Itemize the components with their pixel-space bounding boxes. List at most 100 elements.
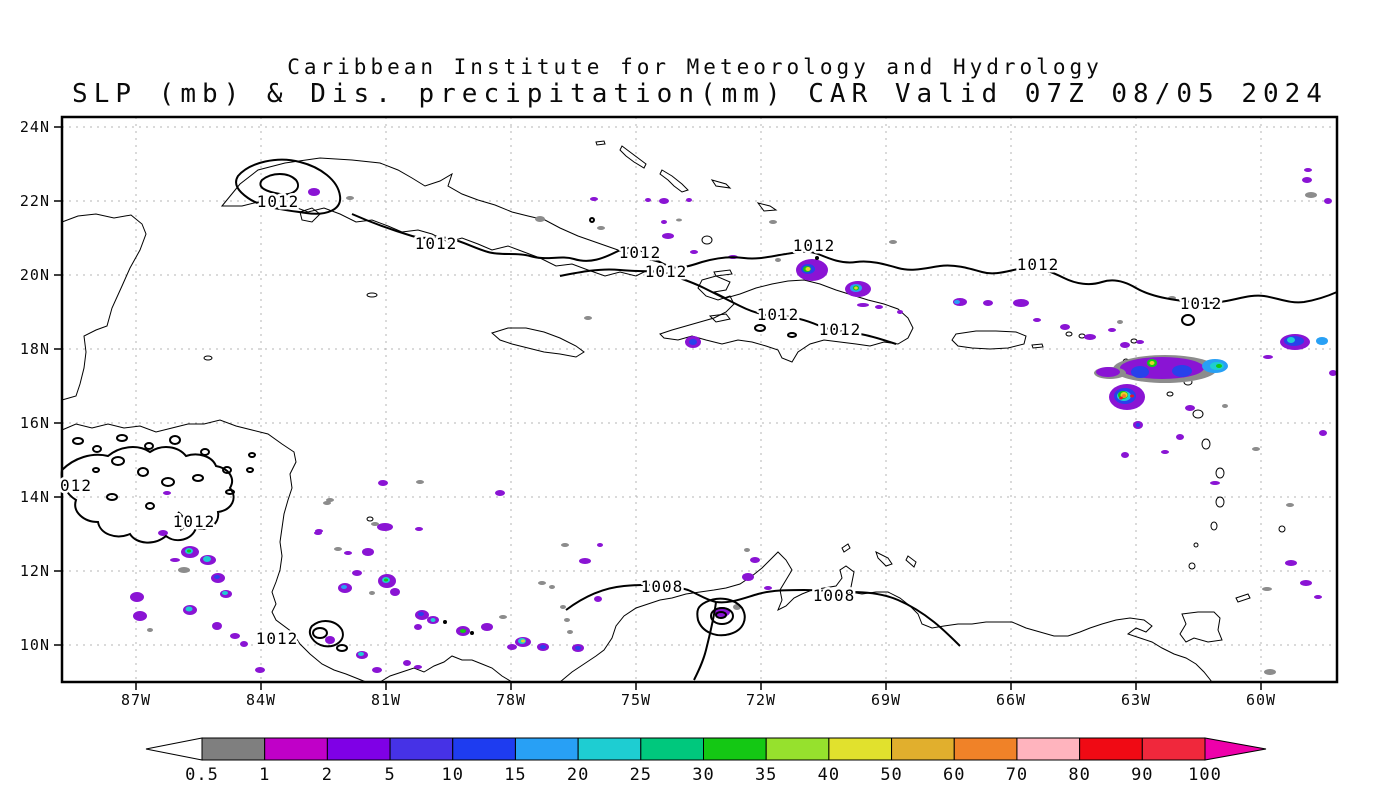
colorbar-label: 80 xyxy=(1068,765,1090,785)
coastline-path xyxy=(1235,593,1251,603)
isobar-ring xyxy=(145,502,155,510)
isobar-path xyxy=(259,173,299,196)
precip-blob xyxy=(1285,560,1297,566)
coastline-path xyxy=(619,145,647,169)
precip-blob xyxy=(203,556,211,562)
isobar-ring xyxy=(589,217,595,223)
island-outline xyxy=(366,516,374,522)
lat-axis-label: 12N xyxy=(20,562,50,580)
axis-labels-layer: 24N 22N 20N 18N 16N 14N 12N 10N 87W 84W 81W 78W 75W 7… xyxy=(20,118,1275,709)
contour-label: 1012 xyxy=(619,243,662,262)
precip-blob xyxy=(689,339,697,345)
precip-blob xyxy=(1161,450,1169,454)
colorbar-label: 30 xyxy=(692,765,714,785)
isobar-ring xyxy=(1181,314,1195,326)
precip-blob xyxy=(214,575,220,579)
isobar-ring xyxy=(72,437,84,445)
colorbar-segment xyxy=(828,737,893,761)
lon-axis-label: 72W xyxy=(746,691,776,709)
precip-blob xyxy=(147,628,153,632)
precip-blob xyxy=(661,220,667,224)
isobar-ring xyxy=(246,467,254,473)
precip-blob xyxy=(1120,357,1204,379)
precip-blob xyxy=(662,233,674,239)
coastline-path xyxy=(710,179,732,189)
colorbar-segment xyxy=(953,737,1018,761)
island-outline xyxy=(1166,391,1174,397)
precipitation-layer xyxy=(130,168,1337,675)
isobar-ring xyxy=(336,644,348,652)
precip-blob xyxy=(597,543,603,547)
colorbar-label: 70 xyxy=(1006,765,1028,785)
precip-blob xyxy=(185,606,193,612)
precip-blob xyxy=(1084,334,1096,340)
precip-blob xyxy=(676,218,682,222)
precip-blob xyxy=(567,630,573,634)
colorbar-segment xyxy=(1016,737,1081,761)
precip-blob xyxy=(983,300,993,306)
precip-blob xyxy=(344,551,352,555)
coastline-path xyxy=(841,543,851,553)
precip-blob xyxy=(326,498,334,502)
precip-blob xyxy=(686,198,692,202)
precip-blob xyxy=(1120,342,1130,348)
coastline-path xyxy=(61,419,367,683)
precip-blob xyxy=(430,618,436,622)
precip-blob xyxy=(369,591,375,595)
colorbar-label: 2 xyxy=(322,765,333,785)
precip-blob xyxy=(1319,430,1327,436)
colorbar-segment xyxy=(703,737,767,761)
colorbar-label: 40 xyxy=(818,765,840,785)
precip-blob xyxy=(1210,481,1220,485)
colorbar-segment xyxy=(640,737,704,761)
precip-blob xyxy=(163,491,171,495)
coastline-path xyxy=(875,551,893,567)
colorbar-right-arrow xyxy=(1204,737,1267,761)
isobar-ring xyxy=(92,445,102,453)
precip-blob xyxy=(889,240,897,244)
precip-blob xyxy=(775,258,781,262)
map-frame xyxy=(60,115,1339,684)
precip-blob xyxy=(1149,361,1155,365)
colorbar-label: 20 xyxy=(567,765,589,785)
colorbar-label: 50 xyxy=(880,765,902,785)
lat-axis-label: 22N xyxy=(20,192,50,210)
precip-blob xyxy=(371,522,379,526)
precip-blob xyxy=(538,581,546,585)
colorbar-label: 0.5 xyxy=(185,765,219,785)
precip-blob xyxy=(390,588,400,596)
precip-blob xyxy=(1136,423,1140,427)
island-outline xyxy=(1065,331,1073,337)
precip-blob xyxy=(564,618,570,622)
isobar-ring xyxy=(137,467,149,477)
precip-blob xyxy=(403,660,411,666)
precip-blob xyxy=(415,527,423,531)
colorbar-segment xyxy=(452,737,516,761)
precip-blob xyxy=(352,570,362,576)
precip-blob xyxy=(1305,192,1317,198)
island-outline xyxy=(366,292,378,298)
contour-label: 1008 xyxy=(813,586,856,605)
precip-blob xyxy=(521,639,525,643)
colorbar-segment xyxy=(577,737,642,761)
coastlines-layer xyxy=(61,140,1286,683)
precip-blob xyxy=(187,549,191,553)
isobar-path xyxy=(308,620,344,648)
precip-blob xyxy=(1287,337,1295,343)
precip-blob xyxy=(1131,366,1149,378)
precip-blob xyxy=(645,198,651,202)
precip-blob xyxy=(897,310,903,314)
precip-blob xyxy=(170,558,180,562)
coastline-path xyxy=(659,275,914,363)
lat-axis-label: 14N xyxy=(20,488,50,506)
isobar-ring xyxy=(92,467,100,473)
isobar-ring xyxy=(116,434,128,442)
isobar-ring xyxy=(222,466,232,474)
coastline-path xyxy=(379,655,513,683)
coastline-path xyxy=(1031,343,1044,349)
island-outline xyxy=(1188,562,1196,570)
isobar-ring xyxy=(169,435,181,445)
precip-blob xyxy=(1324,198,1332,204)
contour-label: 1008 xyxy=(641,577,684,596)
colorbar-segment xyxy=(264,737,328,761)
